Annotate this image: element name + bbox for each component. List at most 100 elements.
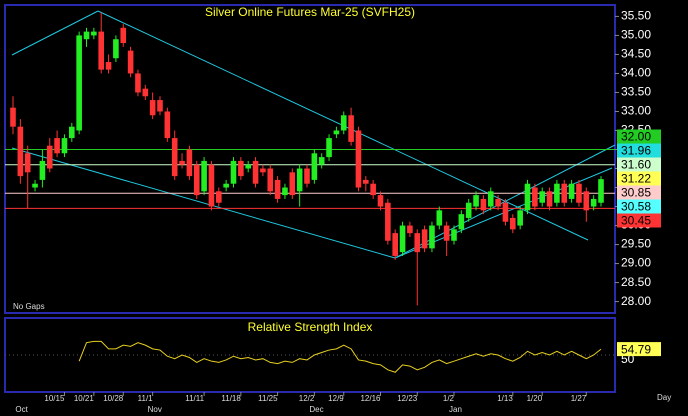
candle-body (216, 191, 222, 203)
candle-body (576, 183, 582, 203)
candle-body (539, 191, 545, 203)
candle-body (267, 168, 274, 192)
candle-body (186, 149, 193, 177)
y-tick-label: 29.50 (621, 237, 651, 251)
candle-body (76, 35, 82, 131)
candle-body (208, 164, 215, 207)
candle-body (502, 202, 509, 222)
price-label-box (617, 171, 661, 186)
y-tick-label: 35.00 (621, 28, 651, 42)
candle-body (355, 130, 362, 188)
candle-body (318, 157, 325, 165)
candle-body (407, 225, 413, 234)
price-label: 30.58 (621, 200, 651, 214)
candle-body (238, 160, 244, 177)
candle-body (377, 195, 384, 207)
chart-title: Silver Online Futures Mar-25 (SVFH25) (205, 5, 415, 19)
candle-body (546, 191, 553, 207)
candle-body (487, 191, 494, 207)
price-label-box (617, 213, 661, 228)
price-label-box (617, 185, 661, 200)
month-label: Nov (148, 405, 162, 414)
y-tick-label: 35.50 (621, 9, 651, 23)
candle-body (517, 210, 523, 226)
price-label: 31.96 (621, 144, 651, 158)
x-tick-label: 11/25 (258, 394, 278, 403)
candle-body (348, 115, 354, 142)
y-tick-label: 29.00 (621, 256, 651, 270)
candle-body (179, 160, 185, 165)
candle-body (465, 202, 472, 218)
x-tick-label: 11/1 (138, 394, 154, 403)
x-tick-label: 12/2 (299, 394, 315, 403)
candle-body (98, 31, 104, 70)
candle-body (24, 153, 31, 173)
candle-body (39, 160, 46, 180)
candle-body (282, 187, 288, 196)
x-tick-label: 10/15 (44, 394, 65, 403)
y-tick-label: 28.50 (621, 275, 651, 289)
x-axis-label: Day (657, 393, 671, 402)
candle-body (69, 126, 75, 139)
x-tick-label: 12/9 (328, 394, 344, 403)
candle-body (333, 130, 340, 135)
trend-line (11, 10, 99, 56)
candle-body (399, 225, 406, 253)
month-label: Oct (15, 405, 28, 414)
rsi-label: 54.79 (621, 342, 651, 356)
candle-body (127, 50, 134, 74)
candle-body (193, 164, 200, 196)
candle-body (61, 138, 68, 154)
candle-body (91, 31, 97, 36)
price-label: 32.00 (621, 130, 651, 144)
rsi-title: Relative Strength Index (248, 320, 373, 334)
x-tick-label: 11/18 (221, 394, 241, 403)
y-tick-label: 28.00 (621, 294, 651, 308)
candle-body (304, 168, 310, 184)
x-tick-label: 11/11 (185, 394, 204, 403)
y-tick-label: 34.00 (621, 66, 651, 80)
rsi-label-box (617, 342, 661, 357)
x-tick-label: 12/23 (397, 394, 418, 403)
candle-body (495, 198, 501, 207)
candle-body (201, 160, 207, 192)
candle-body (363, 179, 369, 184)
candle-body (392, 233, 398, 256)
candle-body (171, 138, 178, 177)
x-tick-label: 1/13 (497, 394, 513, 403)
candle-body (245, 164, 251, 169)
candle-body (260, 168, 266, 173)
candle-body (120, 27, 127, 44)
candle-body (289, 172, 296, 196)
candle-body (598, 179, 604, 203)
price-label-box (617, 199, 661, 214)
candle-body (590, 198, 597, 207)
candle-body (83, 31, 90, 40)
candle-body (252, 160, 259, 184)
y-tick-label: 33.50 (621, 85, 651, 99)
price-panel (4, 4, 616, 314)
candle-body (583, 191, 590, 211)
price-label-box (617, 157, 661, 172)
y-tick-label: 34.50 (621, 47, 651, 61)
annotation: No Gaps (13, 302, 45, 311)
price-label-box (617, 143, 661, 158)
month-label: Jan (449, 405, 462, 414)
candle-body (32, 183, 38, 188)
candle-body (326, 138, 332, 158)
x-tick-label: 1/2 (443, 394, 455, 403)
candle-body (436, 210, 443, 226)
candle-body (524, 183, 531, 211)
candle-body (473, 195, 479, 207)
candle-body (451, 229, 457, 241)
candle-body (532, 187, 538, 207)
candle-body (429, 225, 435, 249)
candle-body (554, 183, 560, 203)
candle-body (421, 229, 428, 249)
candle-body (142, 88, 149, 97)
candle-body (561, 183, 568, 203)
x-tick-label: 10/21 (74, 394, 95, 403)
candle-body (385, 202, 391, 241)
candle-body (296, 168, 303, 192)
candle-body (311, 153, 318, 180)
